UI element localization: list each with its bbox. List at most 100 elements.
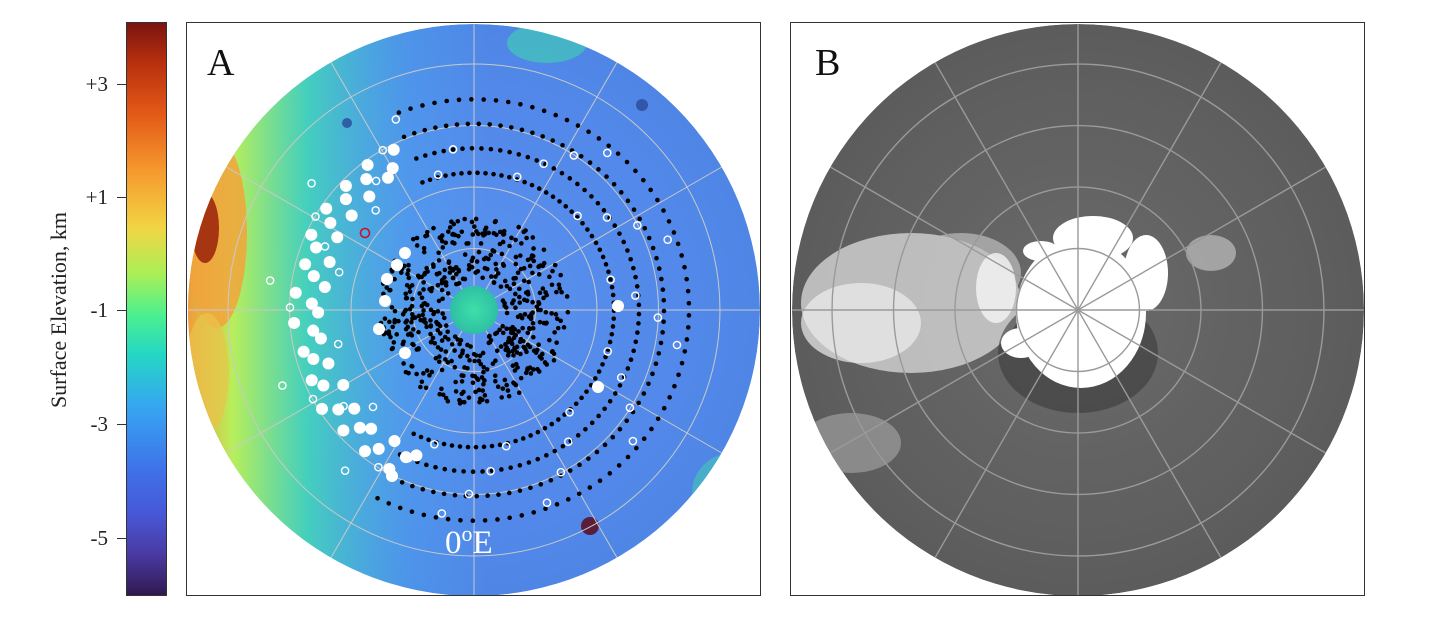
small-marker [563,204,569,209]
small-marker [456,268,462,274]
small-marker [575,433,581,438]
small-marker [406,370,411,376]
small-marker [507,174,512,180]
open-marker [616,373,626,382]
small-marker [426,437,431,443]
open-marker [556,467,566,477]
small-marker [472,374,478,379]
small-marker [401,134,407,140]
small-marker [636,302,642,308]
panel-label-b: B [815,42,841,84]
small-marker [525,257,531,263]
open-marker [448,145,458,154]
small-marker [516,390,522,396]
small-marker [396,110,402,115]
small-marker [449,358,454,364]
small-marker [511,276,516,281]
small-marker [549,282,555,288]
filled-marker [322,357,335,370]
small-marker [557,199,562,204]
small-marker [453,379,458,385]
small-marker [667,395,672,400]
small-marker [539,356,544,361]
filled-marker [386,162,399,175]
small-marker [642,226,648,231]
small-marker [529,182,535,188]
filled-marker [363,190,376,203]
filled-marker [361,158,374,171]
small-marker [615,151,621,156]
filled-marker [323,256,336,269]
small-marker [477,353,483,359]
open-marker [430,439,439,449]
small-marker [420,312,426,318]
small-marker [597,247,603,253]
small-marker [536,301,542,307]
small-marker [488,252,494,258]
small-marker [612,223,618,228]
small-marker [559,170,565,176]
colorbar-tick [117,197,126,198]
small-marker [557,286,563,291]
small-marker [676,372,681,378]
open-marker [633,221,642,230]
small-marker [577,462,582,468]
small-marker [552,262,558,268]
small-marker [522,297,527,303]
small-marker [613,391,618,396]
small-marker [476,249,482,255]
small-marker [437,331,443,336]
filled-marker [307,353,320,366]
small-marker [499,173,504,178]
small-marker [535,347,540,353]
small-marker [513,254,519,260]
small-marker [609,331,615,337]
small-marker [459,171,464,176]
small-marker [498,123,503,128]
highlight-marker [359,227,371,239]
colorbar-tick-label: -1 [90,298,109,322]
small-marker [659,276,664,282]
small-marker [470,518,476,523]
small-marker [424,302,430,308]
small-marker [686,300,692,306]
small-marker [435,345,441,350]
small-marker [579,395,584,401]
small-marker [573,401,579,407]
open-marker [539,159,548,169]
small-marker [537,319,543,325]
small-marker [589,233,595,239]
small-marker [504,326,509,332]
small-marker [444,98,450,104]
small-marker [397,505,403,511]
small-marker [492,373,498,378]
small-marker [412,315,418,320]
small-marker [497,327,502,333]
small-marker [509,338,514,343]
small-marker [400,341,406,347]
small-marker [634,284,640,289]
small-marker [625,454,631,460]
small-marker [422,127,428,133]
filled-marker [399,247,411,259]
small-marker [481,97,487,102]
open-marker [565,408,574,417]
small-marker [439,277,445,283]
small-marker [420,103,425,108]
small-marker [547,337,552,343]
open-marker [333,339,343,349]
small-marker [440,311,445,316]
small-marker [553,112,559,118]
filled-marker [379,295,391,307]
small-marker [459,391,465,397]
small-marker [511,353,516,358]
small-marker [424,368,430,373]
filled-marker [288,316,301,329]
small-marker [404,318,410,324]
filled-marker [289,286,302,299]
small-marker [504,283,510,289]
small-marker [482,518,488,523]
small-marker [544,292,550,298]
small-marker [460,276,466,282]
small-marker [446,259,452,264]
